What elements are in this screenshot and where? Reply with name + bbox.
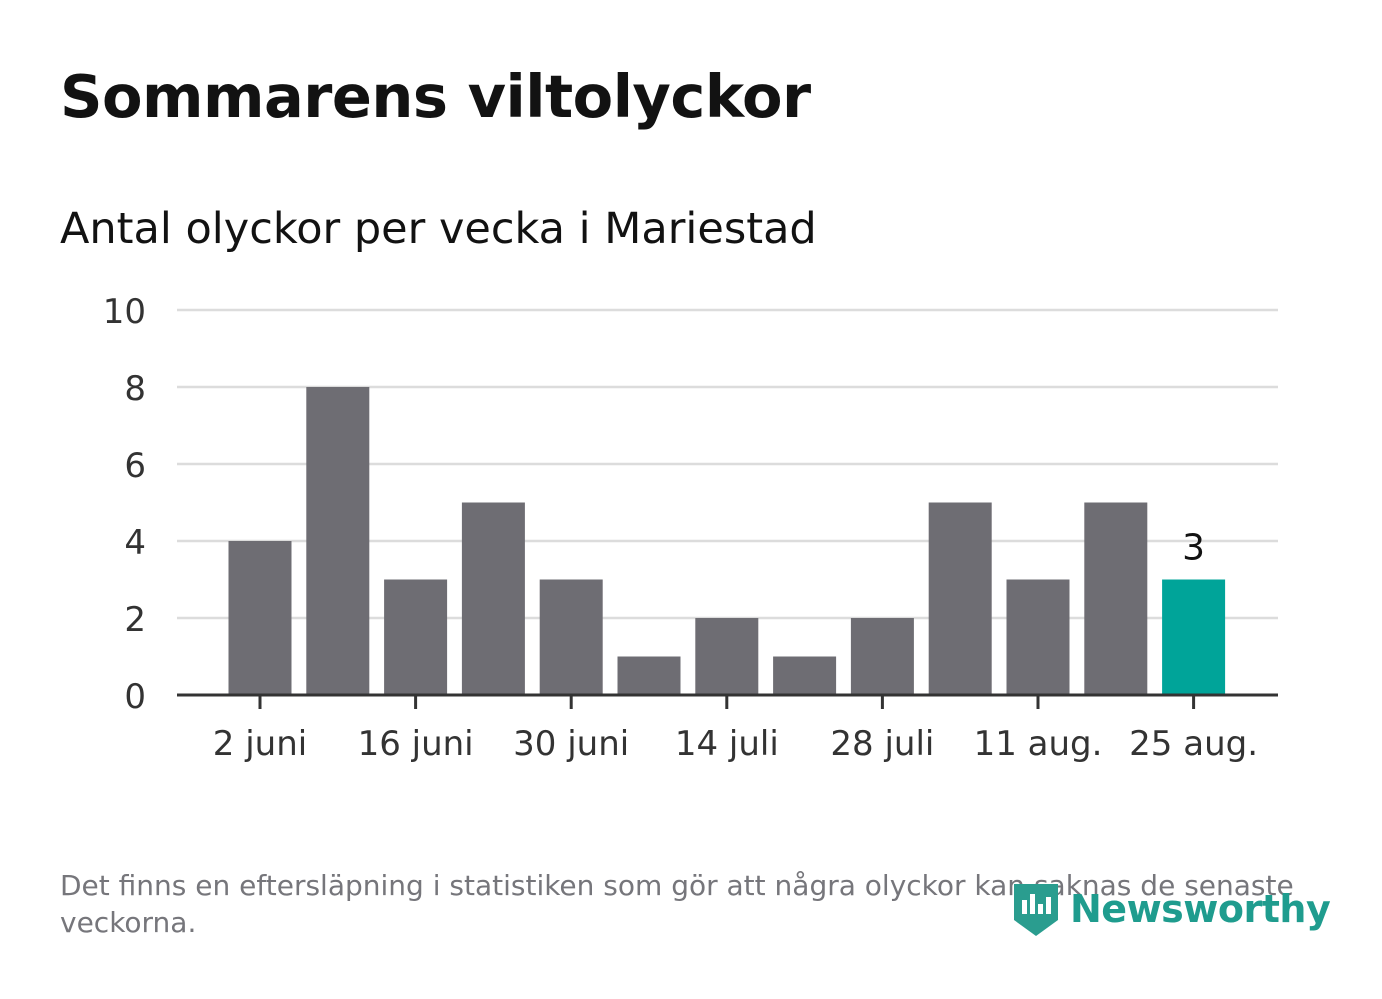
x-tick-label: 2 juni xyxy=(213,724,307,764)
chart-title: Sommarens viltolyckor xyxy=(60,62,811,131)
x-tick-label: 30 juni xyxy=(513,724,629,764)
bar xyxy=(617,656,681,695)
x-tick-label: 14 juli xyxy=(675,724,779,764)
bar xyxy=(695,618,759,695)
y-tick-label: 8 xyxy=(124,369,146,409)
bar xyxy=(850,618,914,695)
bar xyxy=(928,502,992,695)
chart-subtitle: Antal olyckor per vecka i Mariestad xyxy=(60,204,817,254)
bar xyxy=(1084,502,1148,695)
bar xyxy=(228,541,292,695)
bar xyxy=(1162,579,1226,695)
x-tick-label: 28 juli xyxy=(830,724,934,764)
footnote: Det finns en eftersläpning i statistiken… xyxy=(60,869,1294,939)
bar xyxy=(461,502,525,695)
y-tick-label: 10 xyxy=(103,292,146,332)
y-tick-label: 4 xyxy=(124,523,146,563)
bar xyxy=(1006,579,1070,695)
bar xyxy=(773,656,837,695)
bar xyxy=(384,579,448,695)
x-axis-tick-labels: 2 juni 16 juni 30 juni 14 juli 28 juli 11 aug… xyxy=(213,724,1258,764)
newsworthy-logo: Newsworthy xyxy=(1010,878,1331,940)
y-axis-tick-labels: 0 2 4 6 8 10 xyxy=(103,292,146,717)
data-labels: 3 xyxy=(1182,528,1205,569)
x-tick-label: 16 juni xyxy=(358,724,474,764)
bar xyxy=(539,579,603,695)
data-label: 3 xyxy=(1182,528,1205,569)
y-tick-label: 2 xyxy=(124,600,146,640)
bar xyxy=(306,387,370,695)
y-tick-label: 6 xyxy=(124,446,146,486)
x-tick-label: 25 aug. xyxy=(1129,724,1258,764)
bars xyxy=(228,387,1226,695)
x-tick-label: 11 aug. xyxy=(974,724,1103,764)
logo-text: Newsworthy xyxy=(1070,887,1331,931)
x-axis xyxy=(177,693,1278,709)
newsworthy-logo-icon xyxy=(1014,884,1058,936)
y-tick-label: 0 xyxy=(124,677,146,717)
